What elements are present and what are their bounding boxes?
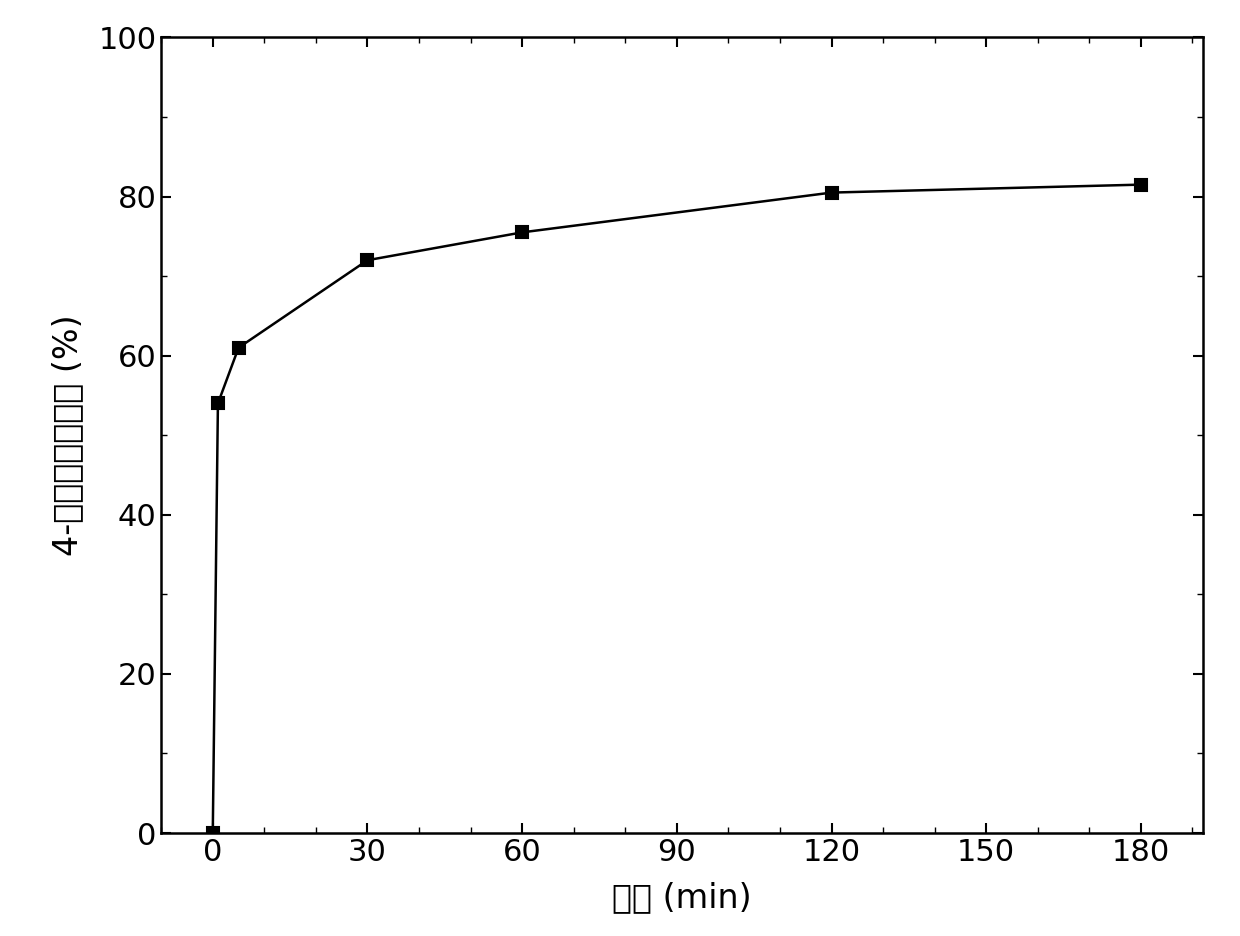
X-axis label: 时间 (min): 时间 (min) bbox=[613, 881, 751, 914]
Y-axis label: 4-硝基苯酚去除率 (%): 4-硝基苯酚去除率 (%) bbox=[51, 314, 84, 556]
